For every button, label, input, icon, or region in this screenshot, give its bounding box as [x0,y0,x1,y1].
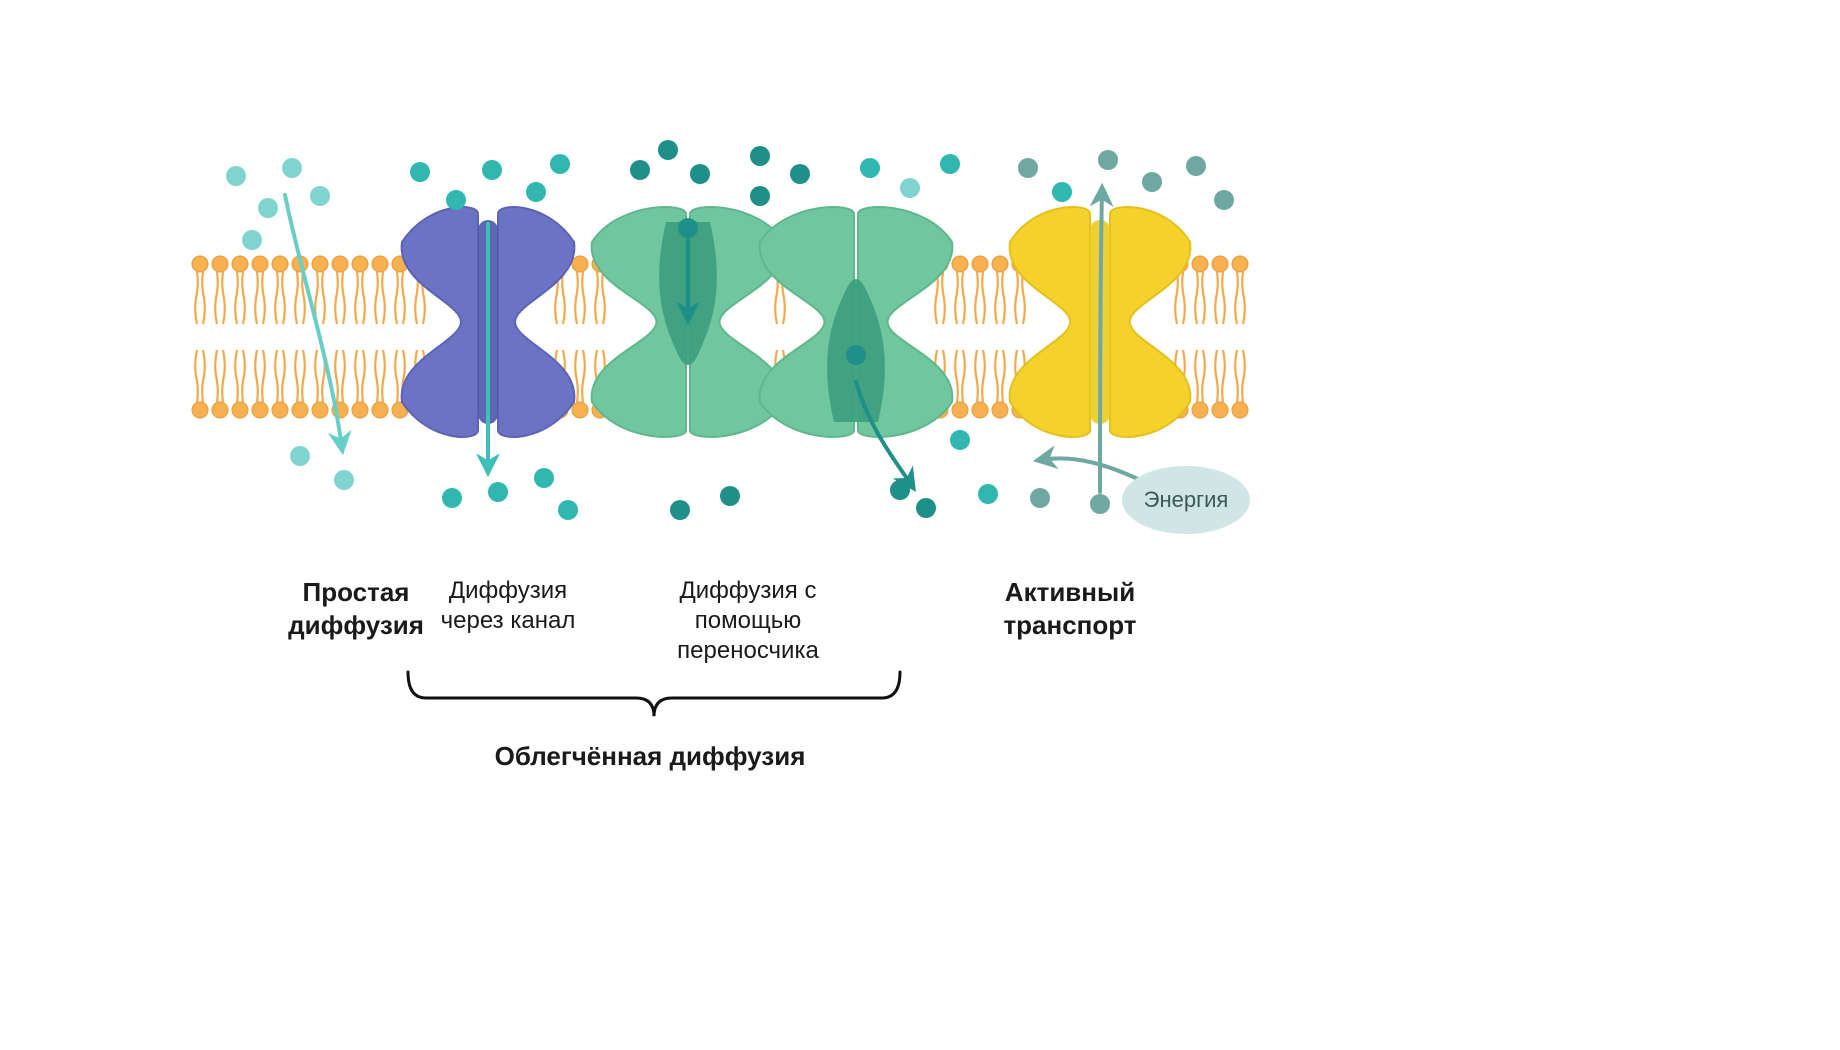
label-facilitated-diffusion: Облегчённая диффузия [400,740,900,773]
energy-in-arrow [1040,458,1140,480]
active-up-arrow [1100,190,1102,492]
diagram-svg: Энергия [0,0,1840,1050]
label-channel-diffusion: Диффузиячерез канал [408,576,608,636]
facilitated-brace [408,672,900,716]
carrier-protein-open-bottom [760,207,953,437]
energy-badge: Энергия [1122,466,1250,534]
label-active-transport: Активныйтранспорт [950,576,1190,641]
diagram-stage: ЭнергияПростаядиффузияДиффузиячерез кана… [0,0,1840,1050]
label-carrier-diffusion: Диффузия спомощьюпереносчика [628,576,868,666]
energy-label: Энергия [1144,487,1229,512]
